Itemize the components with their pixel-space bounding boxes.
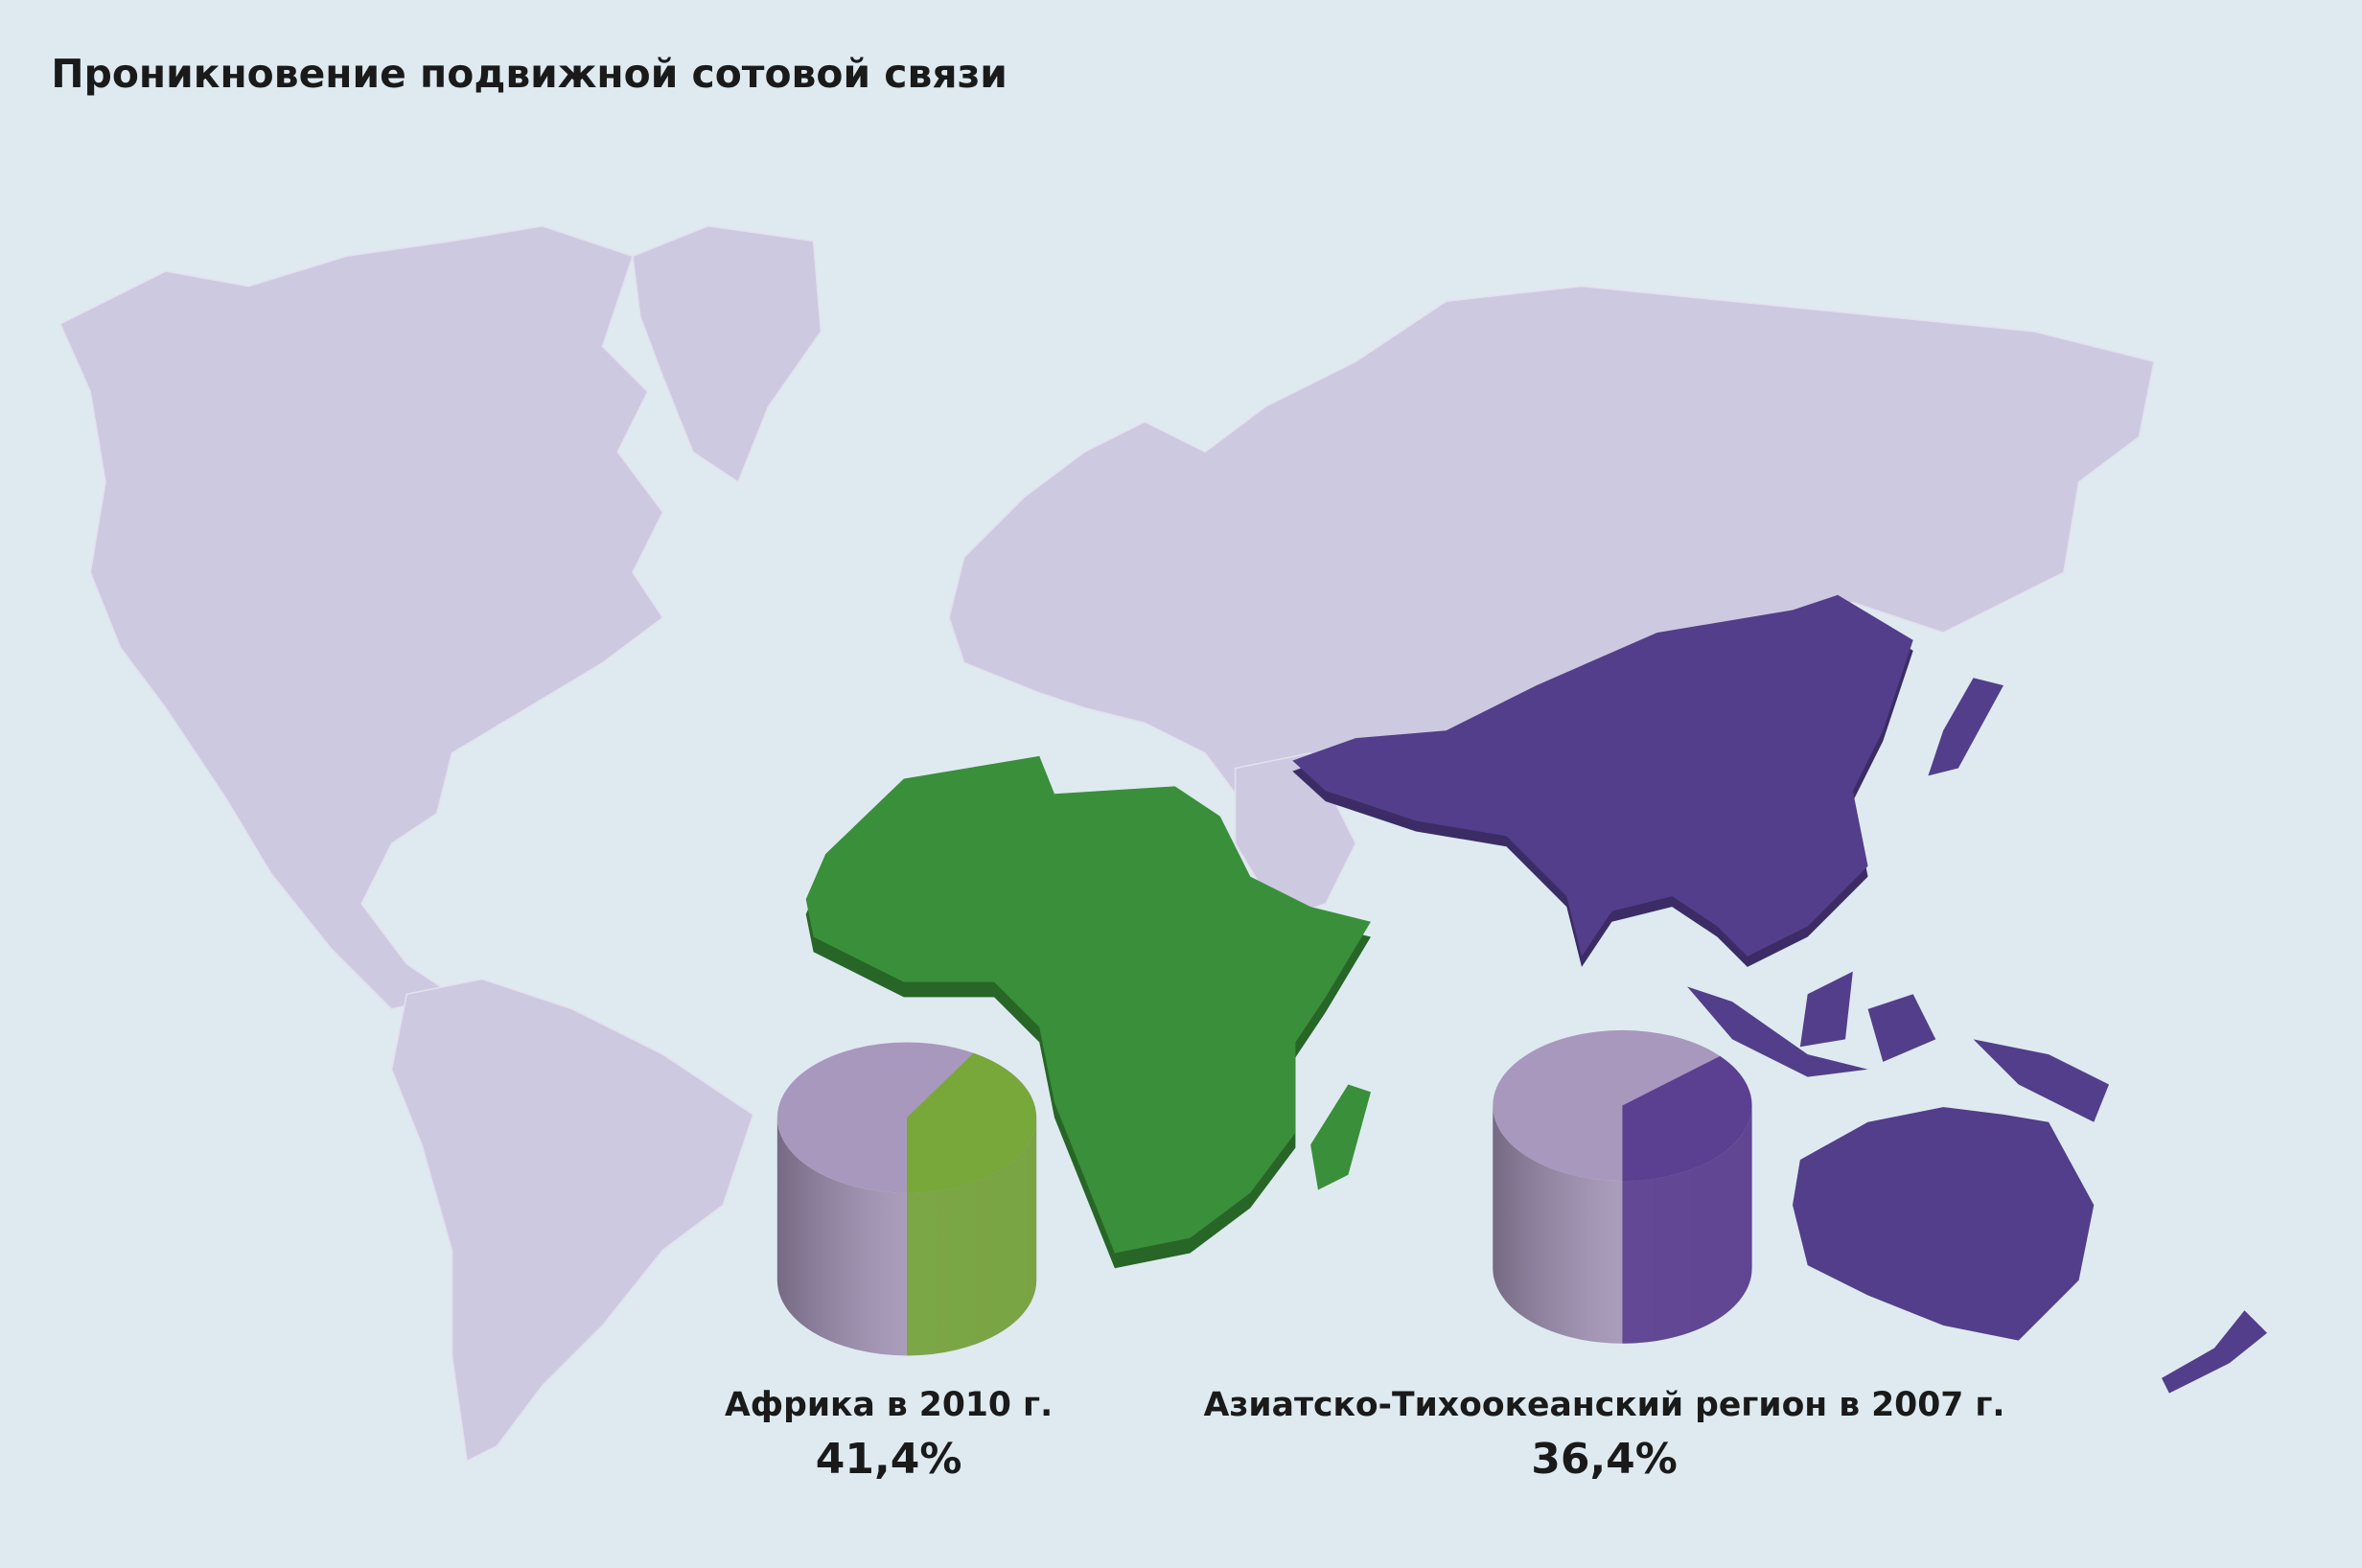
new-zealand bbox=[2162, 1310, 2267, 1394]
japan bbox=[1928, 678, 2003, 776]
pie-title: Азиатско-Тихоокеанский регион в 2007 г. bbox=[1204, 1386, 2005, 1424]
pie-slice bbox=[907, 1052, 1037, 1193]
north-america bbox=[58, 224, 664, 1010]
pie-value-label: 36,4% bbox=[1531, 1435, 1678, 1484]
pie-slice-side bbox=[1622, 1105, 1752, 1344]
world-map bbox=[58, 224, 2156, 1463]
indonesia bbox=[1687, 971, 2109, 1122]
africa-land bbox=[805, 755, 1371, 1254]
asia-pacific bbox=[1292, 594, 2267, 1394]
australia bbox=[1793, 1107, 2095, 1341]
pie-slice bbox=[1622, 1055, 1752, 1182]
africa bbox=[805, 755, 1371, 1269]
asia-land bbox=[1292, 594, 1913, 957]
greenland bbox=[632, 224, 822, 484]
madagascar bbox=[1310, 1084, 1371, 1190]
pie-slice-side bbox=[907, 1118, 1037, 1356]
eurasia bbox=[948, 285, 2156, 815]
pie-value-label: 41,4% bbox=[816, 1435, 962, 1484]
pie-title: Африка в 2010 г. bbox=[725, 1386, 1053, 1424]
south-america bbox=[390, 978, 754, 1463]
title: Проникновение подвижной сотовой связи bbox=[51, 51, 1007, 97]
